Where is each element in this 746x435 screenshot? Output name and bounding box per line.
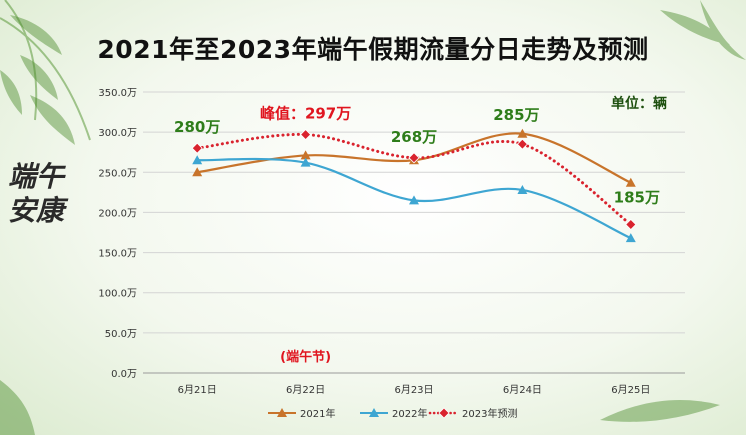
data-point <box>517 128 528 138</box>
series-1 <box>192 155 636 243</box>
x-tick-label: 6月25日 <box>611 384 650 396</box>
legend-label: 2021年 <box>300 407 335 420</box>
data-point <box>625 177 636 187</box>
legend-marker <box>438 407 450 419</box>
data-point <box>625 218 637 231</box>
chart-annotations: 280万 峰值：297万 268万 285万 185万 (端午节) <box>174 105 660 365</box>
chart-series <box>191 128 637 243</box>
chart-grid <box>143 91 685 374</box>
legend-marker <box>369 408 379 417</box>
data-label: 185万 <box>614 188 660 206</box>
y-tick-label: 150.0万 <box>98 249 137 260</box>
data-label: 268万 <box>391 128 437 146</box>
x-tick-label: 6月24日 <box>503 384 542 396</box>
data-point <box>192 167 203 177</box>
data-point <box>408 152 420 164</box>
y-tick-label: 250.0万 <box>98 168 137 179</box>
y-tick-label: 100.0万 <box>98 289 137 300</box>
legend-marker <box>277 408 287 417</box>
y-tick-label: 300.0万 <box>98 128 137 139</box>
x-tick-label: 6月22日 <box>286 384 325 396</box>
series-2 <box>191 128 637 231</box>
calligraphy-stamp: 端午安康 <box>8 160 65 227</box>
chart-title: 2021年至2023年端午假期流量分日走势及预测 <box>97 35 649 64</box>
unit-label: 单位：辆 <box>611 96 667 112</box>
data-point <box>300 128 312 141</box>
data-point <box>300 157 311 167</box>
data-point <box>517 184 528 194</box>
data-label: 峰值：297万 <box>260 105 351 123</box>
x-tick-label: 6月21日 <box>178 384 217 396</box>
y-axis-ticks: 0.0万 50.0万 100.0万 150.0万 200.0万 250.0万 300.0万 3… <box>98 88 137 380</box>
y-tick-label: 0.0万 <box>111 369 137 380</box>
x-tick-label: 6月23日 <box>394 384 433 396</box>
x-axis-ticks: 6月21日 6月22日 6月23日 6月24日 6月25日 <box>178 384 651 396</box>
data-point <box>300 150 311 160</box>
y-tick-label: 50.0万 <box>105 329 137 340</box>
data-point <box>625 233 636 243</box>
y-tick-label: 350.0万 <box>98 88 137 99</box>
data-point <box>516 138 528 150</box>
legend-label: 2023年预测 <box>462 407 517 420</box>
data-label: (端午节) <box>280 349 331 365</box>
y-tick-label: 200.0万 <box>98 208 137 219</box>
legend-label: 2022年 <box>392 407 427 420</box>
data-label: 285万 <box>493 106 539 124</box>
data-point <box>192 155 203 165</box>
data-point <box>409 195 419 205</box>
data-point <box>191 142 203 154</box>
data-label: 280万 <box>174 118 220 136</box>
chart-legend: 2021年 2022年 2023年预测 <box>268 407 517 420</box>
